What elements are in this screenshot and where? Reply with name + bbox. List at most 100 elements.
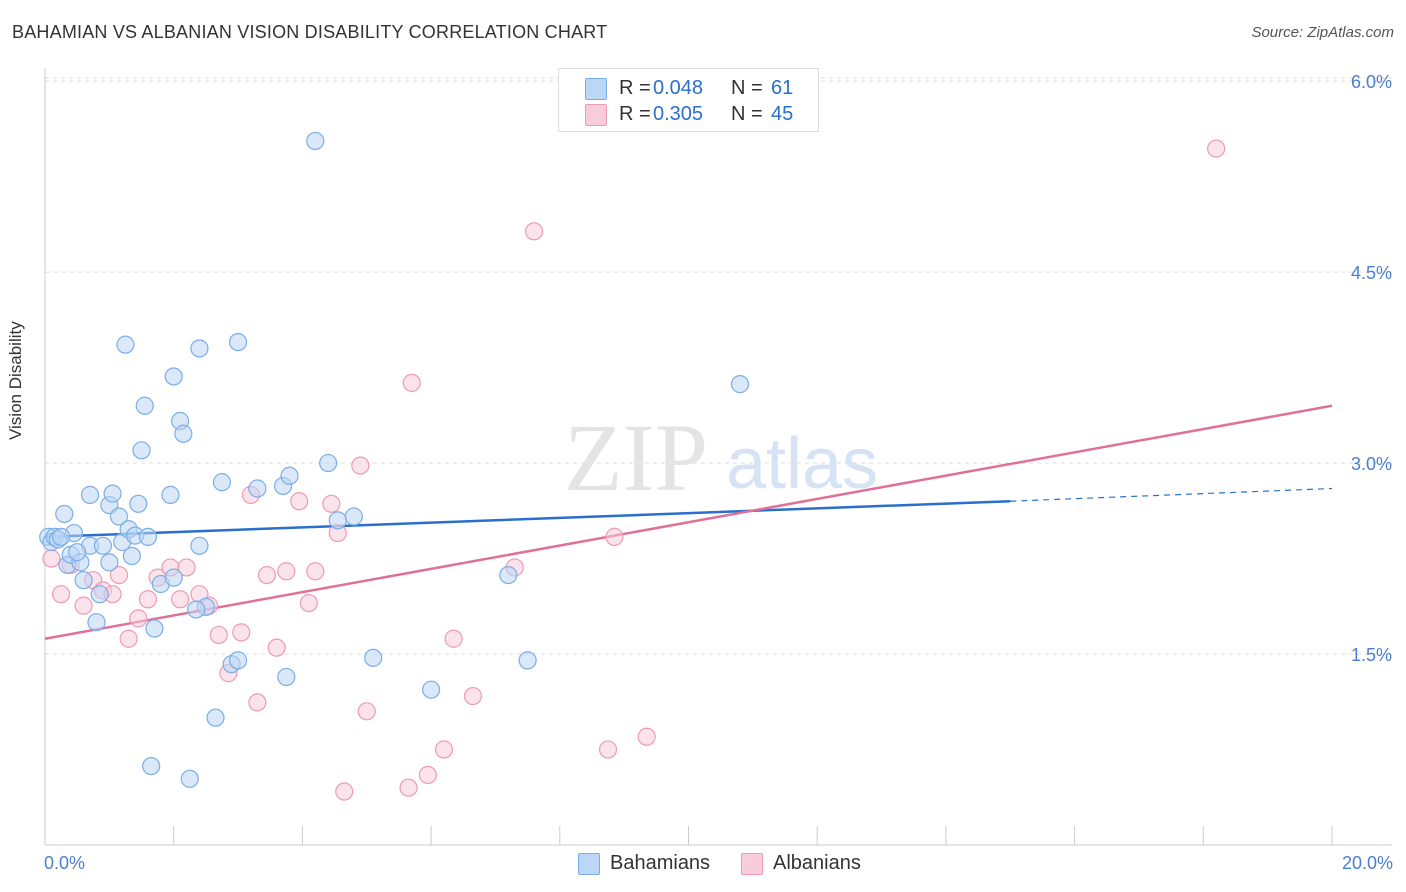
albanian-point	[277, 562, 296, 581]
albanian-point	[605, 527, 624, 546]
bahamian-point	[228, 332, 248, 352]
bahamian-point	[248, 479, 267, 498]
albanian-point	[463, 686, 483, 706]
albanian-point	[399, 778, 418, 797]
bahamian-point	[187, 600, 206, 619]
trend-lines	[44, 404, 1333, 640]
bahamian-point	[164, 568, 183, 587]
bahamian-point	[164, 367, 183, 386]
albanian-point	[335, 782, 354, 801]
albanian-point	[119, 629, 138, 648]
albanian-point	[299, 593, 318, 613]
bahamian-point	[109, 507, 129, 526]
albanian-point	[402, 373, 421, 392]
bahamian-point	[499, 565, 518, 585]
y-tick-label: 6.0%	[1351, 72, 1392, 92]
bahamian-point	[161, 485, 180, 504]
albanian-point	[42, 549, 61, 568]
albanian-point	[418, 765, 437, 785]
albanian-point	[51, 585, 71, 604]
y-tick-label: 4.5%	[1351, 263, 1392, 283]
albanian-point	[267, 638, 286, 657]
bahamian-point	[116, 335, 135, 354]
albanian-point	[209, 625, 228, 645]
bahamian-point	[132, 441, 151, 460]
chart-title: BAHAMIAN VS ALBANIAN VISION DISABILITY C…	[12, 22, 608, 42]
bahamian-point	[328, 511, 347, 530]
bahamian-point	[344, 507, 363, 526]
bahamian-point	[306, 131, 325, 151]
tick-labels: 1.5% 3.0% 4.5% 6.0% 0.0% 20.0%	[44, 72, 1393, 873]
albanian-point	[351, 456, 370, 475]
bahamian-point	[212, 473, 232, 492]
bahamian-point	[206, 708, 225, 727]
bahamian-point	[145, 619, 164, 638]
albanian-point	[248, 693, 267, 712]
bahamian-point	[90, 585, 109, 604]
bahamian-point	[180, 769, 199, 788]
bahamians-swatch	[578, 853, 600, 875]
legend-n-value: 45	[771, 103, 794, 125]
legend-r-value: 0.048	[653, 77, 704, 99]
bahamian-point	[51, 527, 71, 546]
albanian-point	[177, 558, 196, 577]
albanian-point	[306, 562, 325, 581]
watermark: ZIP atlas	[564, 404, 878, 511]
axes	[44, 68, 1392, 846]
bahamians-trend-extension	[1010, 487, 1333, 502]
legend-swatch-bahamians	[585, 78, 607, 100]
albanians-label: Albanians	[773, 852, 861, 874]
gridlines	[45, 77, 1392, 655]
albanian-point	[171, 590, 190, 609]
bahamian-point	[190, 339, 209, 358]
albanian-point	[598, 740, 618, 759]
legend-n-label: N =	[731, 103, 763, 125]
bahamian-point	[364, 648, 383, 667]
albanians-swatch	[741, 853, 763, 875]
watermark-atlas: atlas	[726, 424, 878, 504]
albanian-point	[637, 727, 656, 746]
albanian-point	[138, 590, 158, 609]
bahamian-point	[174, 424, 193, 443]
bahamian-point	[74, 571, 93, 590]
albanian-point	[232, 623, 251, 642]
albanian-point	[257, 565, 277, 585]
y-tick-label: 3.0%	[1351, 454, 1392, 474]
legend-r-label: R =	[619, 103, 651, 125]
legend-swatch-albanians	[585, 104, 607, 126]
bahamian-point	[80, 485, 100, 504]
bahamian-point	[135, 396, 154, 415]
y-tick-label: 1.5%	[1351, 645, 1392, 665]
bahamian-point	[422, 680, 441, 699]
source-label: Source: ZipAtlas.com	[1251, 24, 1394, 41]
bahamian-point	[68, 543, 87, 562]
bahamian-point	[190, 536, 209, 555]
albanian-point	[322, 494, 341, 513]
bahamian-point	[103, 484, 122, 503]
bahamian-point	[87, 613, 106, 632]
bahamian-point	[280, 466, 299, 485]
x-tick-label-min: 0.0%	[44, 853, 85, 873]
bahamian-point	[319, 453, 338, 473]
bahamian-point	[122, 546, 141, 566]
bahamian-point	[228, 651, 248, 670]
bahamian-point	[129, 494, 148, 513]
bahamian-point	[93, 536, 113, 555]
data-points	[39, 131, 1226, 801]
legend-r-value: 0.305	[653, 103, 704, 125]
x-tick-label-max: 20.0%	[1342, 853, 1393, 873]
albanians-trend-line	[44, 404, 1333, 640]
bahamian-point	[138, 527, 158, 546]
bahamians-trend-line	[44, 499, 1011, 539]
bahamian-point	[55, 504, 74, 524]
albanian-point	[129, 609, 148, 628]
bahamian-point	[518, 651, 537, 670]
legend-n-label: N =	[731, 77, 763, 99]
bahamian-point	[277, 667, 296, 687]
albanian-point	[74, 596, 93, 615]
albanian-point	[444, 629, 463, 648]
legend-n-value: 61	[771, 77, 794, 99]
albanian-point	[290, 492, 309, 511]
watermark-zip: ZIP	[564, 404, 708, 511]
